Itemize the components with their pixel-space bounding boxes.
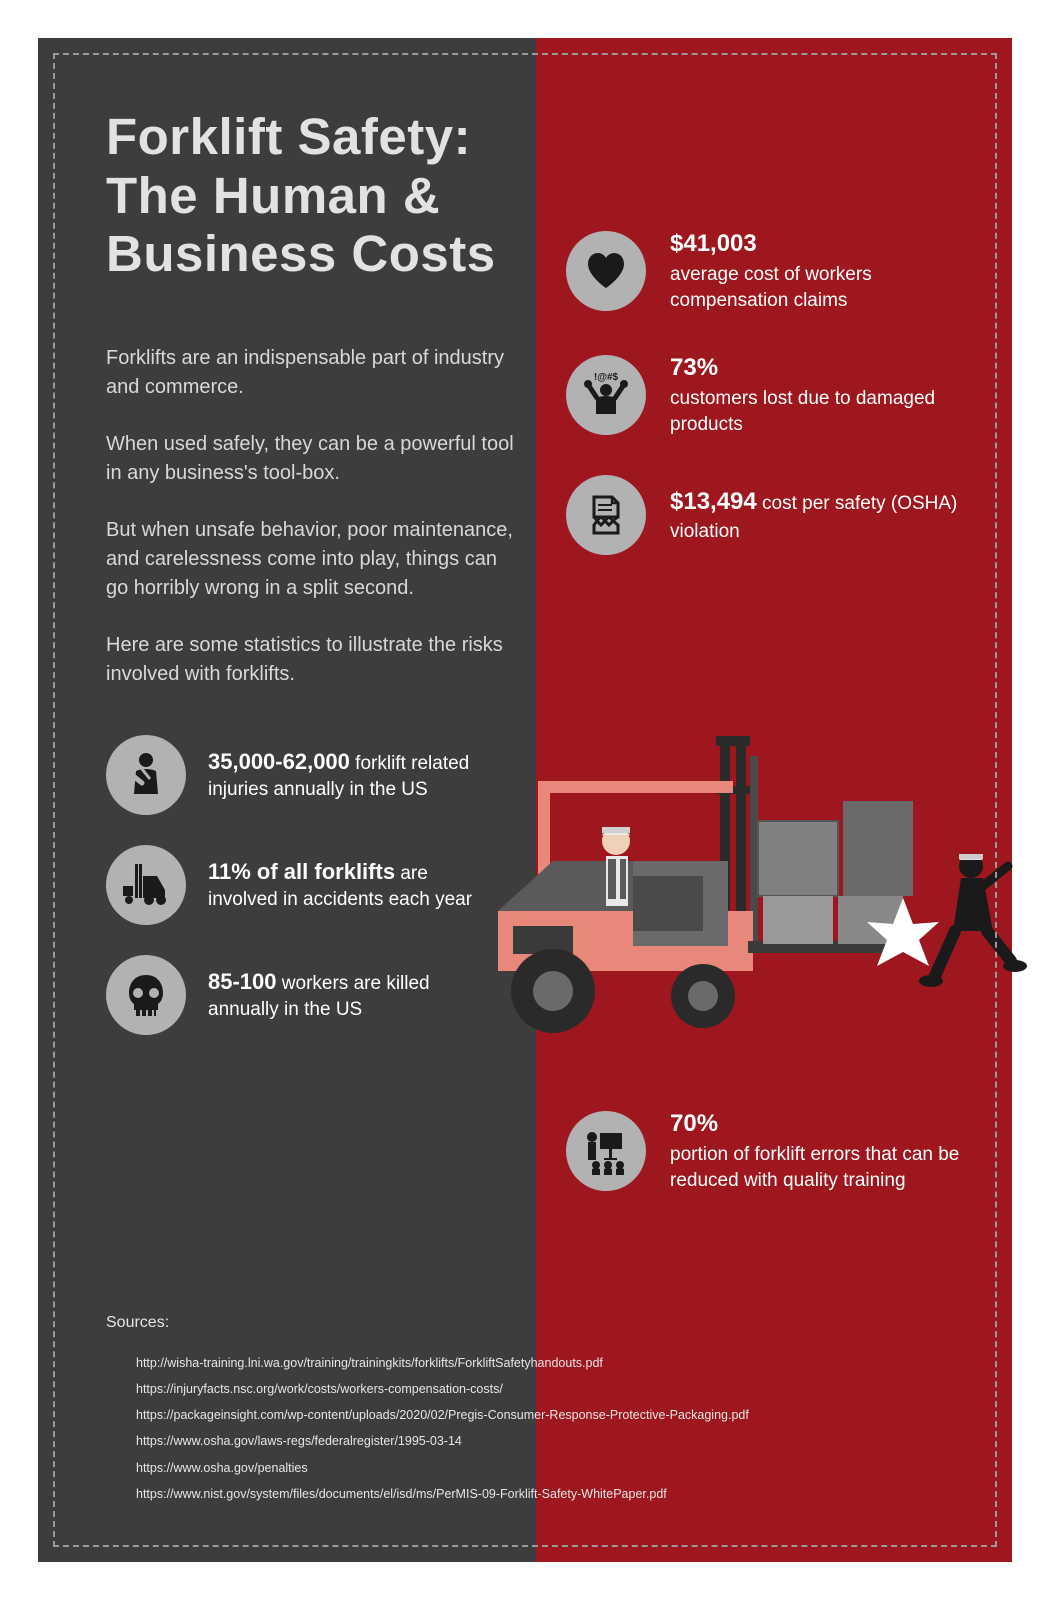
skull-icon — [106, 955, 186, 1035]
right-stats-group: $41,003 average cost of workers compensa… — [566, 228, 986, 593]
source-url: https://packageinsight.com/wp-content/up… — [136, 1402, 749, 1428]
stat-value: 35,000-62,000 — [208, 749, 350, 774]
source-url: https://www.osha.gov/laws-regs/federalre… — [136, 1428, 749, 1454]
stat-text: $41,003 average cost of workers compensa… — [670, 228, 970, 314]
training-icon — [566, 1111, 646, 1191]
sources-section: Sources: http://wisha-training.lni.wa.go… — [106, 1314, 749, 1508]
stat-customers: !@#$ 73% customers lost due to damaged p… — [566, 352, 986, 438]
document-torn-icon — [566, 475, 646, 555]
stat-text: 35,000-62,000 forklift related injuries … — [208, 747, 488, 802]
stat-value: 11% of all forklifts — [208, 859, 395, 884]
intro-paragraph: When used safely, they can be a powerful… — [106, 430, 516, 488]
source-url: https://injuryfacts.nsc.org/work/costs/w… — [136, 1376, 749, 1402]
stat-label: customers lost due to damaged products — [670, 388, 935, 435]
stat-osha: $13,494 cost per safety (OSHA) violation — [566, 475, 986, 555]
stat-value: $13,494 — [670, 488, 757, 515]
forklift-icon — [106, 845, 186, 925]
angry-person-icon: !@#$ — [566, 355, 646, 435]
stat-compensation: $41,003 average cost of workers compensa… — [566, 228, 986, 314]
intro-paragraph: Forklifts are an indispensable part of i… — [106, 344, 516, 402]
right-bottom-stat: 70% portion of forklift errors that can … — [566, 1108, 986, 1232]
source-url: http://wisha-training.lni.wa.gov/trainin… — [136, 1350, 749, 1376]
stat-text: 70% portion of forklift errors that can … — [670, 1108, 970, 1194]
stat-label: average cost of workers compensation cla… — [670, 264, 872, 311]
main-title: Forklift Safety: The Human & Business Co… — [106, 108, 536, 284]
source-url: https://www.nist.gov/system/files/docume… — [136, 1481, 749, 1507]
stat-value: 70% — [670, 1108, 970, 1140]
stat-label: portion of forklift errors that can be r… — [670, 1144, 959, 1191]
svg-text:!@#$: !@#$ — [594, 372, 619, 383]
forklift-illustration — [458, 731, 1048, 1051]
heart-icon — [566, 231, 646, 311]
infographic-container: Forklift Safety: The Human & Business Co… — [20, 20, 1030, 1580]
intro-paragraph: Here are some statistics to illustrate t… — [106, 631, 516, 689]
stat-text: $13,494 cost per safety (OSHA) violation — [670, 486, 970, 544]
stat-value: 73% — [670, 352, 970, 384]
stat-text: 73% customers lost due to damaged produc… — [670, 352, 970, 438]
stat-value: 85-100 — [208, 969, 277, 994]
stat-training: 70% portion of forklift errors that can … — [566, 1108, 986, 1194]
stat-value: $41,003 — [670, 228, 970, 260]
sources-label: Sources: — [106, 1314, 749, 1332]
stat-text: 85-100 workers are killed annually in th… — [208, 967, 488, 1022]
stat-text: 11% of all forklifts are involved in acc… — [208, 857, 488, 912]
injured-person-icon — [106, 735, 186, 815]
intro-paragraph: But when unsafe behavior, poor maintenan… — [106, 516, 516, 603]
source-url: https://www.osha.gov/penalties — [136, 1455, 749, 1481]
